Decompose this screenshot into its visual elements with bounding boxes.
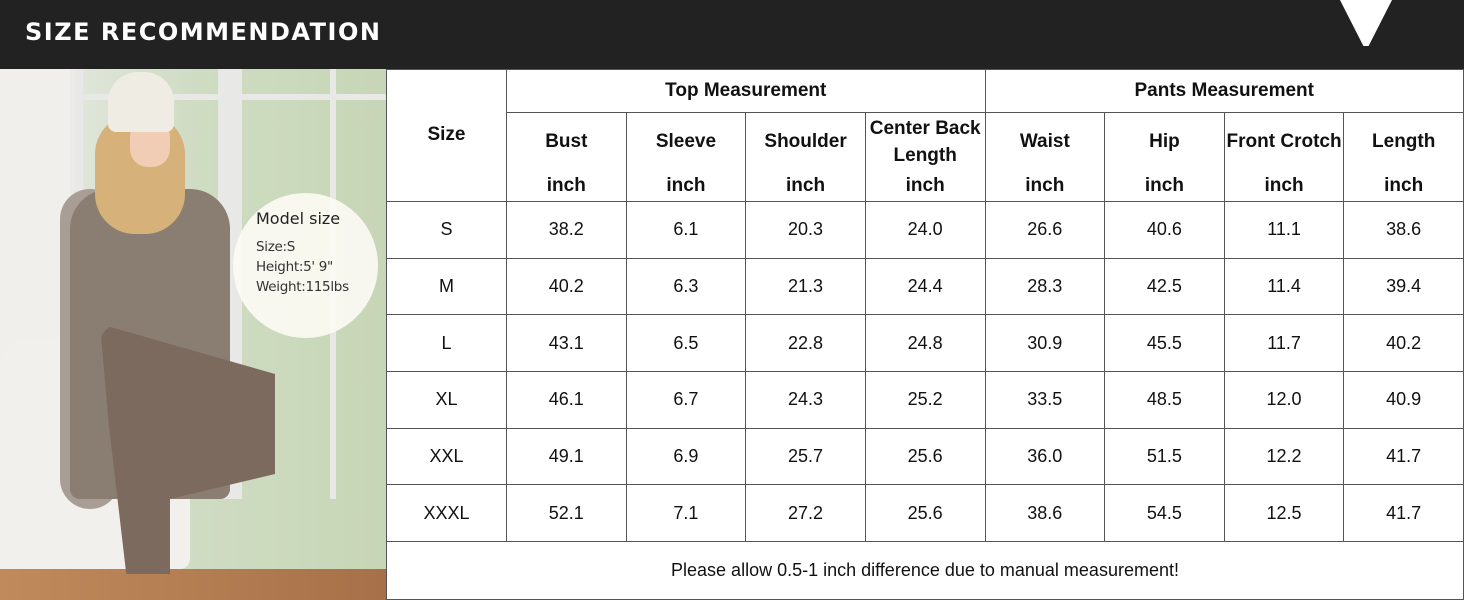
unit-label: inch	[984, 172, 1106, 202]
measurement-note: Please allow 0.5-1 inch difference due t…	[386, 541, 1464, 600]
measurement-cell: 6.7	[625, 371, 747, 429]
measurement-cell: 43.1	[506, 314, 627, 373]
measurement-cell: 12.5	[1223, 484, 1345, 543]
size-chart-table: Size Top Measurement Pants Measurement B…	[386, 69, 1464, 600]
measurement-cell: 6.3	[625, 257, 747, 316]
size-cell: M	[386, 257, 507, 316]
measurement-cell: 39.4	[1343, 257, 1464, 316]
measurement-cell: 42.5	[1104, 257, 1225, 316]
table-row: XL 46.1 6.7 24.3 25.2 33.5 48.5 12.0 40.9	[386, 371, 1464, 429]
size-cell: XXXL	[386, 484, 507, 543]
measurement-cell: 24.8	[864, 314, 986, 373]
column-header: Shoulder	[745, 112, 866, 173]
measurement-cell: 36.0	[984, 427, 1106, 486]
measurement-cell: 45.5	[1104, 314, 1225, 373]
unit-label: inch	[625, 172, 747, 202]
measurement-cell: 40.2	[506, 257, 627, 316]
measurement-cell: 26.6	[984, 201, 1106, 259]
measurement-cell: 24.0	[864, 201, 986, 259]
measurement-cell: 51.5	[1104, 427, 1225, 486]
header-bar: SIZE RECOMMENDATION	[0, 0, 1464, 69]
unit-label: inch	[745, 172, 866, 202]
table-row: XXL 49.1 6.9 25.7 25.6 36.0 51.5 12.2 41.7	[386, 427, 1464, 486]
measurement-cell: 54.5	[1104, 484, 1225, 543]
unit-label: inch	[1343, 172, 1464, 202]
column-header: Front Crotch	[1223, 112, 1345, 173]
column-header: Length	[1343, 112, 1464, 173]
measurement-cell: 49.1	[506, 427, 627, 486]
measurement-cell: 30.9	[984, 314, 1106, 373]
measurement-cell: 22.8	[745, 314, 866, 373]
table-row: S 38.2 6.1 20.3 24.0 26.6 40.6 11.1 38.6	[386, 201, 1464, 259]
group-header-top: Top Measurement	[506, 69, 986, 113]
measurement-cell: 21.3	[745, 257, 866, 316]
column-header: Bust	[506, 112, 627, 173]
unit-label: inch	[1223, 172, 1345, 202]
measurement-cell: 20.3	[745, 201, 866, 259]
measurement-cell: 11.1	[1223, 201, 1345, 259]
measurement-cell: 11.4	[1223, 257, 1345, 316]
measurement-cell: 7.1	[625, 484, 747, 543]
unit-label: inch	[506, 172, 627, 202]
column-header: Sleeve	[625, 112, 747, 173]
model-photo: Model size Size:S Height:5' 9" Weight:11…	[0, 69, 386, 600]
measurement-cell: 38.6	[1343, 201, 1464, 259]
measurement-cell: 12.0	[1223, 371, 1345, 429]
column-header: Hip	[1104, 112, 1225, 173]
measurement-cell: 25.7	[745, 427, 866, 486]
measurement-cell: 25.2	[864, 371, 986, 429]
measurement-cell: 38.2	[506, 201, 627, 259]
measurement-cell: 40.6	[1104, 201, 1225, 259]
size-header: Size	[386, 69, 507, 202]
measurement-cell: 25.6	[864, 427, 986, 486]
size-cell: L	[386, 314, 507, 373]
measurement-cell: 24.4	[864, 257, 986, 316]
measurement-cell: 33.5	[984, 371, 1106, 429]
measurement-cell: 41.7	[1343, 484, 1464, 543]
measurement-cell: 27.2	[745, 484, 866, 543]
size-cell: S	[386, 201, 507, 259]
model-size-value: Size:S	[256, 239, 296, 255]
page-title: SIZE RECOMMENDATION	[25, 18, 382, 46]
group-header-pants: Pants Measurement	[984, 69, 1464, 113]
model-size-badge: Model size Size:S Height:5' 9" Weight:11…	[233, 193, 378, 338]
measurement-cell: 40.2	[1343, 314, 1464, 373]
measurement-cell: 48.5	[1104, 371, 1225, 429]
measurement-cell: 25.6	[864, 484, 986, 543]
measurement-cell: 24.3	[745, 371, 866, 429]
measurement-cell: 11.7	[1223, 314, 1345, 373]
unit-label: inch	[1104, 172, 1225, 202]
size-cell: XXL	[386, 427, 507, 486]
model-height: Height:5' 9"	[256, 259, 333, 275]
measurement-cell: 6.1	[625, 201, 747, 259]
notch-decoration	[1340, 0, 1392, 46]
measurement-cell: 52.1	[506, 484, 627, 543]
table-row: L 43.1 6.5 22.8 24.8 30.9 45.5 11.7 40.2	[386, 314, 1464, 373]
measurement-cell: 12.2	[1223, 427, 1345, 486]
model-weight: Weight:115lbs	[256, 279, 349, 295]
column-header: Center Back Length	[864, 112, 986, 173]
column-header: Waist	[984, 112, 1106, 173]
table-row: XXXL 52.1 7.1 27.2 25.6 38.6 54.5 12.5 41.7	[386, 484, 1464, 543]
measurement-cell: 28.3	[984, 257, 1106, 316]
measurement-cell: 6.9	[625, 427, 747, 486]
size-cell: XL	[386, 371, 507, 429]
measurement-cell: 40.9	[1343, 371, 1464, 429]
measurement-cell: 6.5	[625, 314, 747, 373]
measurement-cell: 46.1	[506, 371, 627, 429]
model-size-heading: Model size	[256, 209, 341, 228]
measurement-cell: 38.6	[984, 484, 1106, 543]
table-row: M 40.2 6.3 21.3 24.4 28.3 42.5 11.4 39.4	[386, 257, 1464, 316]
measurement-cell: 41.7	[1343, 427, 1464, 486]
unit-label: inch	[864, 172, 986, 202]
